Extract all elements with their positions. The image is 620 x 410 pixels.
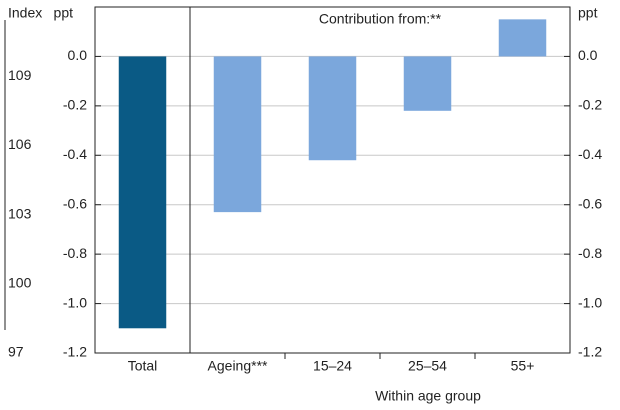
- y2-tick-label: -0.2: [578, 97, 602, 113]
- index-tick-label: 109: [8, 67, 32, 83]
- annotation: Contribution from:**: [319, 11, 442, 27]
- y-tick-label: 0.0: [68, 47, 88, 63]
- bar: [498, 19, 547, 57]
- plot-frame: [94, 6, 571, 354]
- y-tick-label: -0.6: [63, 195, 87, 211]
- bar: [118, 56, 167, 329]
- bar: [308, 56, 357, 161]
- y2-tick-label: -1.2: [578, 344, 602, 360]
- y2-tick-label: -0.8: [578, 245, 602, 261]
- index-axis-label: Index: [8, 5, 42, 21]
- y-tick-label: -0.8: [63, 245, 87, 261]
- y2-tick-label: -1.0: [578, 294, 602, 310]
- y2-tick-label: -0.4: [578, 146, 602, 162]
- y2-tick-label: -0.6: [578, 195, 602, 211]
- y2-tick-label: 0.0: [578, 47, 598, 63]
- x-tick-label: 55+: [511, 358, 535, 374]
- bar: [213, 56, 262, 213]
- y-tick-label: -0.4: [63, 146, 87, 162]
- x-tick-label: Ageing***: [208, 358, 268, 374]
- y-tick-label: -1.0: [63, 294, 87, 310]
- x-tick-label: 25–54: [408, 358, 447, 374]
- index-tick-label: 100: [8, 275, 32, 291]
- index-tick-label: 103: [8, 205, 32, 221]
- index-tick-label: 106: [8, 136, 32, 152]
- x-tick-label: Total: [128, 358, 158, 374]
- group-label: Within age group: [375, 388, 481, 404]
- y-axis-label: ppt: [54, 5, 74, 21]
- bar: [403, 56, 452, 111]
- y-tick-label: -1.2: [63, 344, 87, 360]
- x-tick-label: 15–24: [313, 358, 352, 374]
- index-tick-label: 97: [8, 344, 24, 360]
- y2-axis-label: ppt: [578, 5, 598, 21]
- y-tick-label: -0.2: [63, 97, 87, 113]
